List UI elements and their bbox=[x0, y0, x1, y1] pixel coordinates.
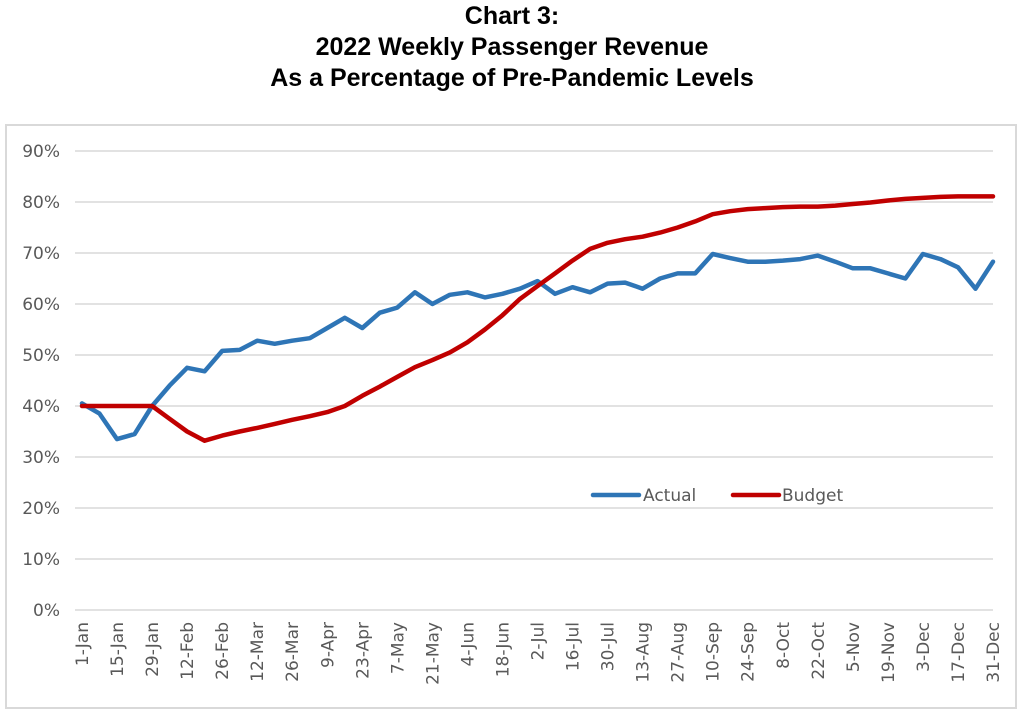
x-tick-label: 12-Feb bbox=[178, 622, 198, 680]
x-tick-label: 4-Jun bbox=[458, 622, 478, 666]
legend-label-actual: Actual bbox=[643, 486, 696, 506]
x-tick-label: 2-Jul bbox=[529, 622, 549, 660]
x-tick-label: 21-May bbox=[423, 622, 443, 685]
chart-title-block: Chart 3: 2022 Weekly Passenger Revenue A… bbox=[0, 0, 1024, 94]
y-tick-label: 90% bbox=[22, 142, 60, 162]
y-tick-label: 70% bbox=[22, 244, 60, 264]
x-tick-label: 8-Oct bbox=[774, 622, 794, 669]
legend: Actual Budget bbox=[590, 486, 843, 506]
y-tick-label: 80% bbox=[22, 193, 60, 213]
x-tick-label: 24-Sep bbox=[739, 622, 759, 682]
chart-area bbox=[5, 124, 1017, 709]
legend-label-budget: Budget bbox=[782, 486, 843, 506]
x-tick-label: 7-May bbox=[388, 622, 408, 674]
y-tick-label: 50% bbox=[22, 346, 60, 366]
x-tick-label: 18-Jun bbox=[493, 622, 513, 677]
x-tick-label: 29-Jan bbox=[143, 622, 163, 677]
chart-title: Chart 3: bbox=[464, 2, 560, 30]
x-tick-label: 3-Dec bbox=[914, 622, 934, 672]
x-tick-label: 19-Nov bbox=[879, 622, 899, 683]
x-tick-label: 9-Apr bbox=[318, 622, 338, 668]
series-lines bbox=[79, 194, 996, 443]
x-tick-label: 31-Dec bbox=[984, 622, 1004, 683]
y-tick-label: 0% bbox=[33, 601, 60, 621]
series-line-actual bbox=[79, 251, 996, 442]
y-axis-labels: 0% 10% 20% 30% 40% 50% 60% 70% 80% 90% bbox=[22, 142, 60, 621]
x-tick-label: 13-Aug bbox=[634, 622, 654, 683]
chart-subtitle-line-2: As a Percentage of Pre-Pandemic Levels bbox=[270, 64, 754, 92]
y-tick-label: 20% bbox=[22, 499, 60, 519]
x-tick-label: 23-Apr bbox=[353, 622, 373, 679]
x-tick-label: 1-Jan bbox=[73, 622, 93, 666]
x-tick-label: 16-Jul bbox=[564, 622, 584, 671]
series-line-budget bbox=[79, 194, 996, 443]
x-tick-label: 26-Feb bbox=[213, 622, 233, 680]
x-tick-label: 15-Jan bbox=[108, 622, 128, 677]
x-tick-label: 30-Jul bbox=[599, 622, 619, 671]
y-tick-label: 30% bbox=[22, 448, 60, 468]
x-tick-label: 10-Sep bbox=[704, 622, 724, 682]
x-tick-label: 12-Mar bbox=[248, 622, 268, 682]
x-tick-label: 17-Dec bbox=[949, 622, 969, 683]
x-axis-labels: 1-Jan 15-Jan 29-Jan 12-Feb 26-Feb 12-Mar 26-Ma… bbox=[73, 622, 1004, 685]
x-tick-label: 22-Oct bbox=[809, 622, 829, 680]
chart-subtitle-line-1: 2022 Weekly Passenger Revenue bbox=[315, 33, 709, 61]
x-tick-label: 5-Nov bbox=[844, 622, 864, 672]
x-tick-label: 27-Aug bbox=[669, 622, 689, 683]
x-tick-label: 26-Mar bbox=[283, 622, 303, 682]
gridlines bbox=[75, 150, 993, 611]
y-tick-label: 40% bbox=[22, 397, 60, 417]
y-tick-label: 10% bbox=[22, 550, 60, 570]
y-tick-label: 60% bbox=[22, 295, 60, 315]
